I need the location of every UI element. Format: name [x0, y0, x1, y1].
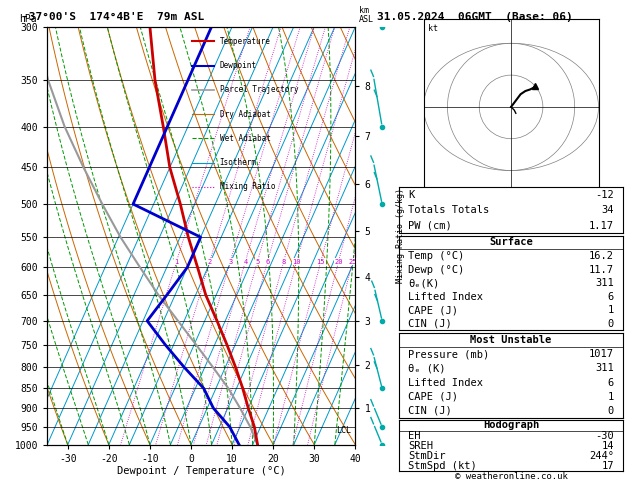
Text: Lifted Index: Lifted Index — [408, 378, 483, 387]
Text: CAPE (J): CAPE (J) — [408, 392, 459, 402]
Text: 3: 3 — [228, 259, 233, 264]
Text: 311: 311 — [595, 278, 614, 288]
Text: Parcel Trajectory: Parcel Trajectory — [220, 86, 298, 94]
Text: Dewp (°C): Dewp (°C) — [408, 264, 465, 275]
Text: θₑ(K): θₑ(K) — [408, 278, 440, 288]
Text: 6: 6 — [608, 292, 614, 302]
Text: Surface: Surface — [489, 238, 533, 247]
Text: 311: 311 — [595, 364, 614, 373]
Text: EH: EH — [408, 431, 421, 441]
Text: Lifted Index: Lifted Index — [408, 292, 483, 302]
Text: kt: kt — [428, 24, 438, 33]
Text: 2: 2 — [208, 259, 212, 264]
Text: Mixing Ratio: Mixing Ratio — [220, 182, 276, 191]
Text: 0: 0 — [608, 406, 614, 416]
Text: 0: 0 — [608, 319, 614, 329]
Text: Hodograph: Hodograph — [483, 420, 539, 431]
Text: CAPE (J): CAPE (J) — [408, 305, 459, 315]
Text: 4: 4 — [243, 259, 248, 264]
Text: 14: 14 — [601, 441, 614, 451]
Text: Wet Adiabat: Wet Adiabat — [220, 134, 270, 143]
Text: Dewpoint: Dewpoint — [220, 61, 257, 70]
Text: Isotherm: Isotherm — [220, 158, 257, 167]
Text: 5: 5 — [255, 259, 260, 264]
Text: Mixing Ratio (g/kg): Mixing Ratio (g/kg) — [396, 188, 405, 283]
Text: 15: 15 — [316, 259, 325, 264]
Text: θₑ (K): θₑ (K) — [408, 364, 446, 373]
Text: 6: 6 — [265, 259, 270, 264]
X-axis label: Dewpoint / Temperature (°C): Dewpoint / Temperature (°C) — [117, 467, 286, 476]
Text: PW (cm): PW (cm) — [408, 221, 452, 230]
Text: 31.05.2024  06GMT  (Base: 06): 31.05.2024 06GMT (Base: 06) — [377, 12, 573, 22]
Text: 20: 20 — [334, 259, 343, 264]
Text: Pressure (mb): Pressure (mb) — [408, 349, 489, 359]
Text: CIN (J): CIN (J) — [408, 406, 452, 416]
Text: km
ASL: km ASL — [359, 6, 374, 24]
Text: 1: 1 — [608, 392, 614, 402]
Text: 10: 10 — [292, 259, 301, 264]
Text: 34: 34 — [601, 205, 614, 215]
Text: 17: 17 — [601, 461, 614, 471]
Text: Temp (°C): Temp (°C) — [408, 251, 465, 261]
Text: 25: 25 — [348, 259, 357, 264]
Text: Totals Totals: Totals Totals — [408, 205, 489, 215]
Text: CIN (J): CIN (J) — [408, 319, 452, 329]
Text: SREH: SREH — [408, 441, 433, 451]
Text: Temperature: Temperature — [220, 37, 270, 46]
Text: StmDir: StmDir — [408, 451, 446, 461]
Text: 16.2: 16.2 — [589, 251, 614, 261]
Text: StmSpd (kt): StmSpd (kt) — [408, 461, 477, 471]
Text: Most Unstable: Most Unstable — [470, 335, 552, 345]
Text: K: K — [408, 190, 415, 200]
Text: -30: -30 — [595, 431, 614, 441]
Text: 244°: 244° — [589, 451, 614, 461]
Text: Dry Adiabat: Dry Adiabat — [220, 109, 270, 119]
Text: 1017: 1017 — [589, 349, 614, 359]
Text: -12: -12 — [595, 190, 614, 200]
Text: 1: 1 — [608, 305, 614, 315]
Text: 1.17: 1.17 — [589, 221, 614, 230]
Text: hPa: hPa — [19, 14, 36, 24]
Text: 1: 1 — [174, 259, 179, 264]
Text: © weatheronline.co.uk: © weatheronline.co.uk — [455, 472, 567, 481]
Text: 11.7: 11.7 — [589, 264, 614, 275]
Text: 6: 6 — [608, 378, 614, 387]
Text: LCL: LCL — [337, 426, 351, 435]
Text: 8: 8 — [282, 259, 286, 264]
Text: -37°00'S  174°4B'E  79m ASL: -37°00'S 174°4B'E 79m ASL — [22, 12, 204, 22]
